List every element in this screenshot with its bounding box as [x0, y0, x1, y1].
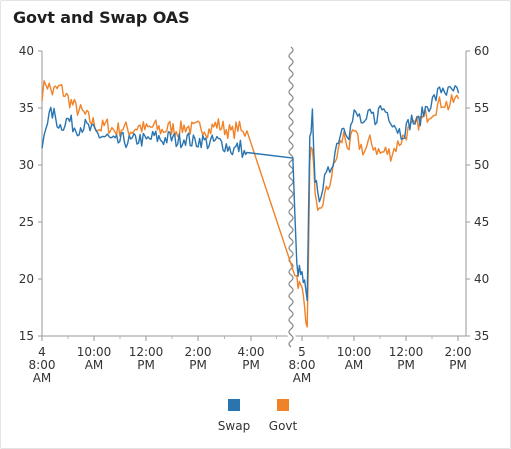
y-left-tick-label: 20 [19, 272, 34, 286]
x-tick-label: AM [33, 371, 52, 385]
y-right-tick-label: 55 [474, 101, 489, 115]
y-right-tick-label: 40 [474, 272, 489, 286]
chart-title: Govt and Swap OAS [13, 8, 190, 27]
x-tick-label: PM [137, 358, 155, 372]
legend-swatch-swap [228, 399, 240, 411]
y-right-tick-label: 35 [474, 329, 489, 343]
y-left-tick-label: 35 [19, 101, 34, 115]
x-tick-label: AM [345, 358, 364, 372]
x-tick-label: 4:00 [238, 345, 265, 359]
x-tick-label: PM [242, 358, 260, 372]
y-left-tick-label: 15 [19, 329, 34, 343]
x-tick-label: 12:00 [389, 345, 424, 359]
y-left-tick-label: 30 [19, 158, 34, 172]
x-tick-label: 2:00 [445, 345, 472, 359]
x-tick-label: 10:00 [77, 345, 112, 359]
y-right-tick-label: 50 [474, 158, 489, 172]
x-tick-label: 5 [298, 345, 306, 359]
y-left-tick-label: 25 [19, 215, 34, 229]
x-tick-label: 12:00 [129, 345, 164, 359]
x-tick-label: 4 [38, 345, 46, 359]
y-left-tick-label: 40 [19, 44, 34, 58]
legend-swatch-govt [277, 399, 289, 411]
x-tick-label: 8:00 [289, 358, 316, 372]
axis-break [288, 46, 294, 348]
x-tick-label: AM [85, 358, 104, 372]
x-tick-label: AM [293, 371, 312, 385]
x-tick-label: PM [189, 358, 207, 372]
y-right-tick-label: 45 [474, 215, 489, 229]
series-line-govt [41, 80, 460, 328]
x-tick-label: 10:00 [337, 345, 372, 359]
x-tick-label: PM [449, 358, 467, 372]
legend-label-govt: Govt [269, 419, 298, 433]
y-right-tick-label: 60 [474, 44, 489, 58]
legend-label-swap: Swap [218, 419, 250, 433]
series-line-swap [41, 85, 460, 302]
x-tick-label: 2:00 [185, 345, 212, 359]
x-tick-label: PM [397, 358, 415, 372]
x-tick-label: 8:00 [29, 358, 56, 372]
